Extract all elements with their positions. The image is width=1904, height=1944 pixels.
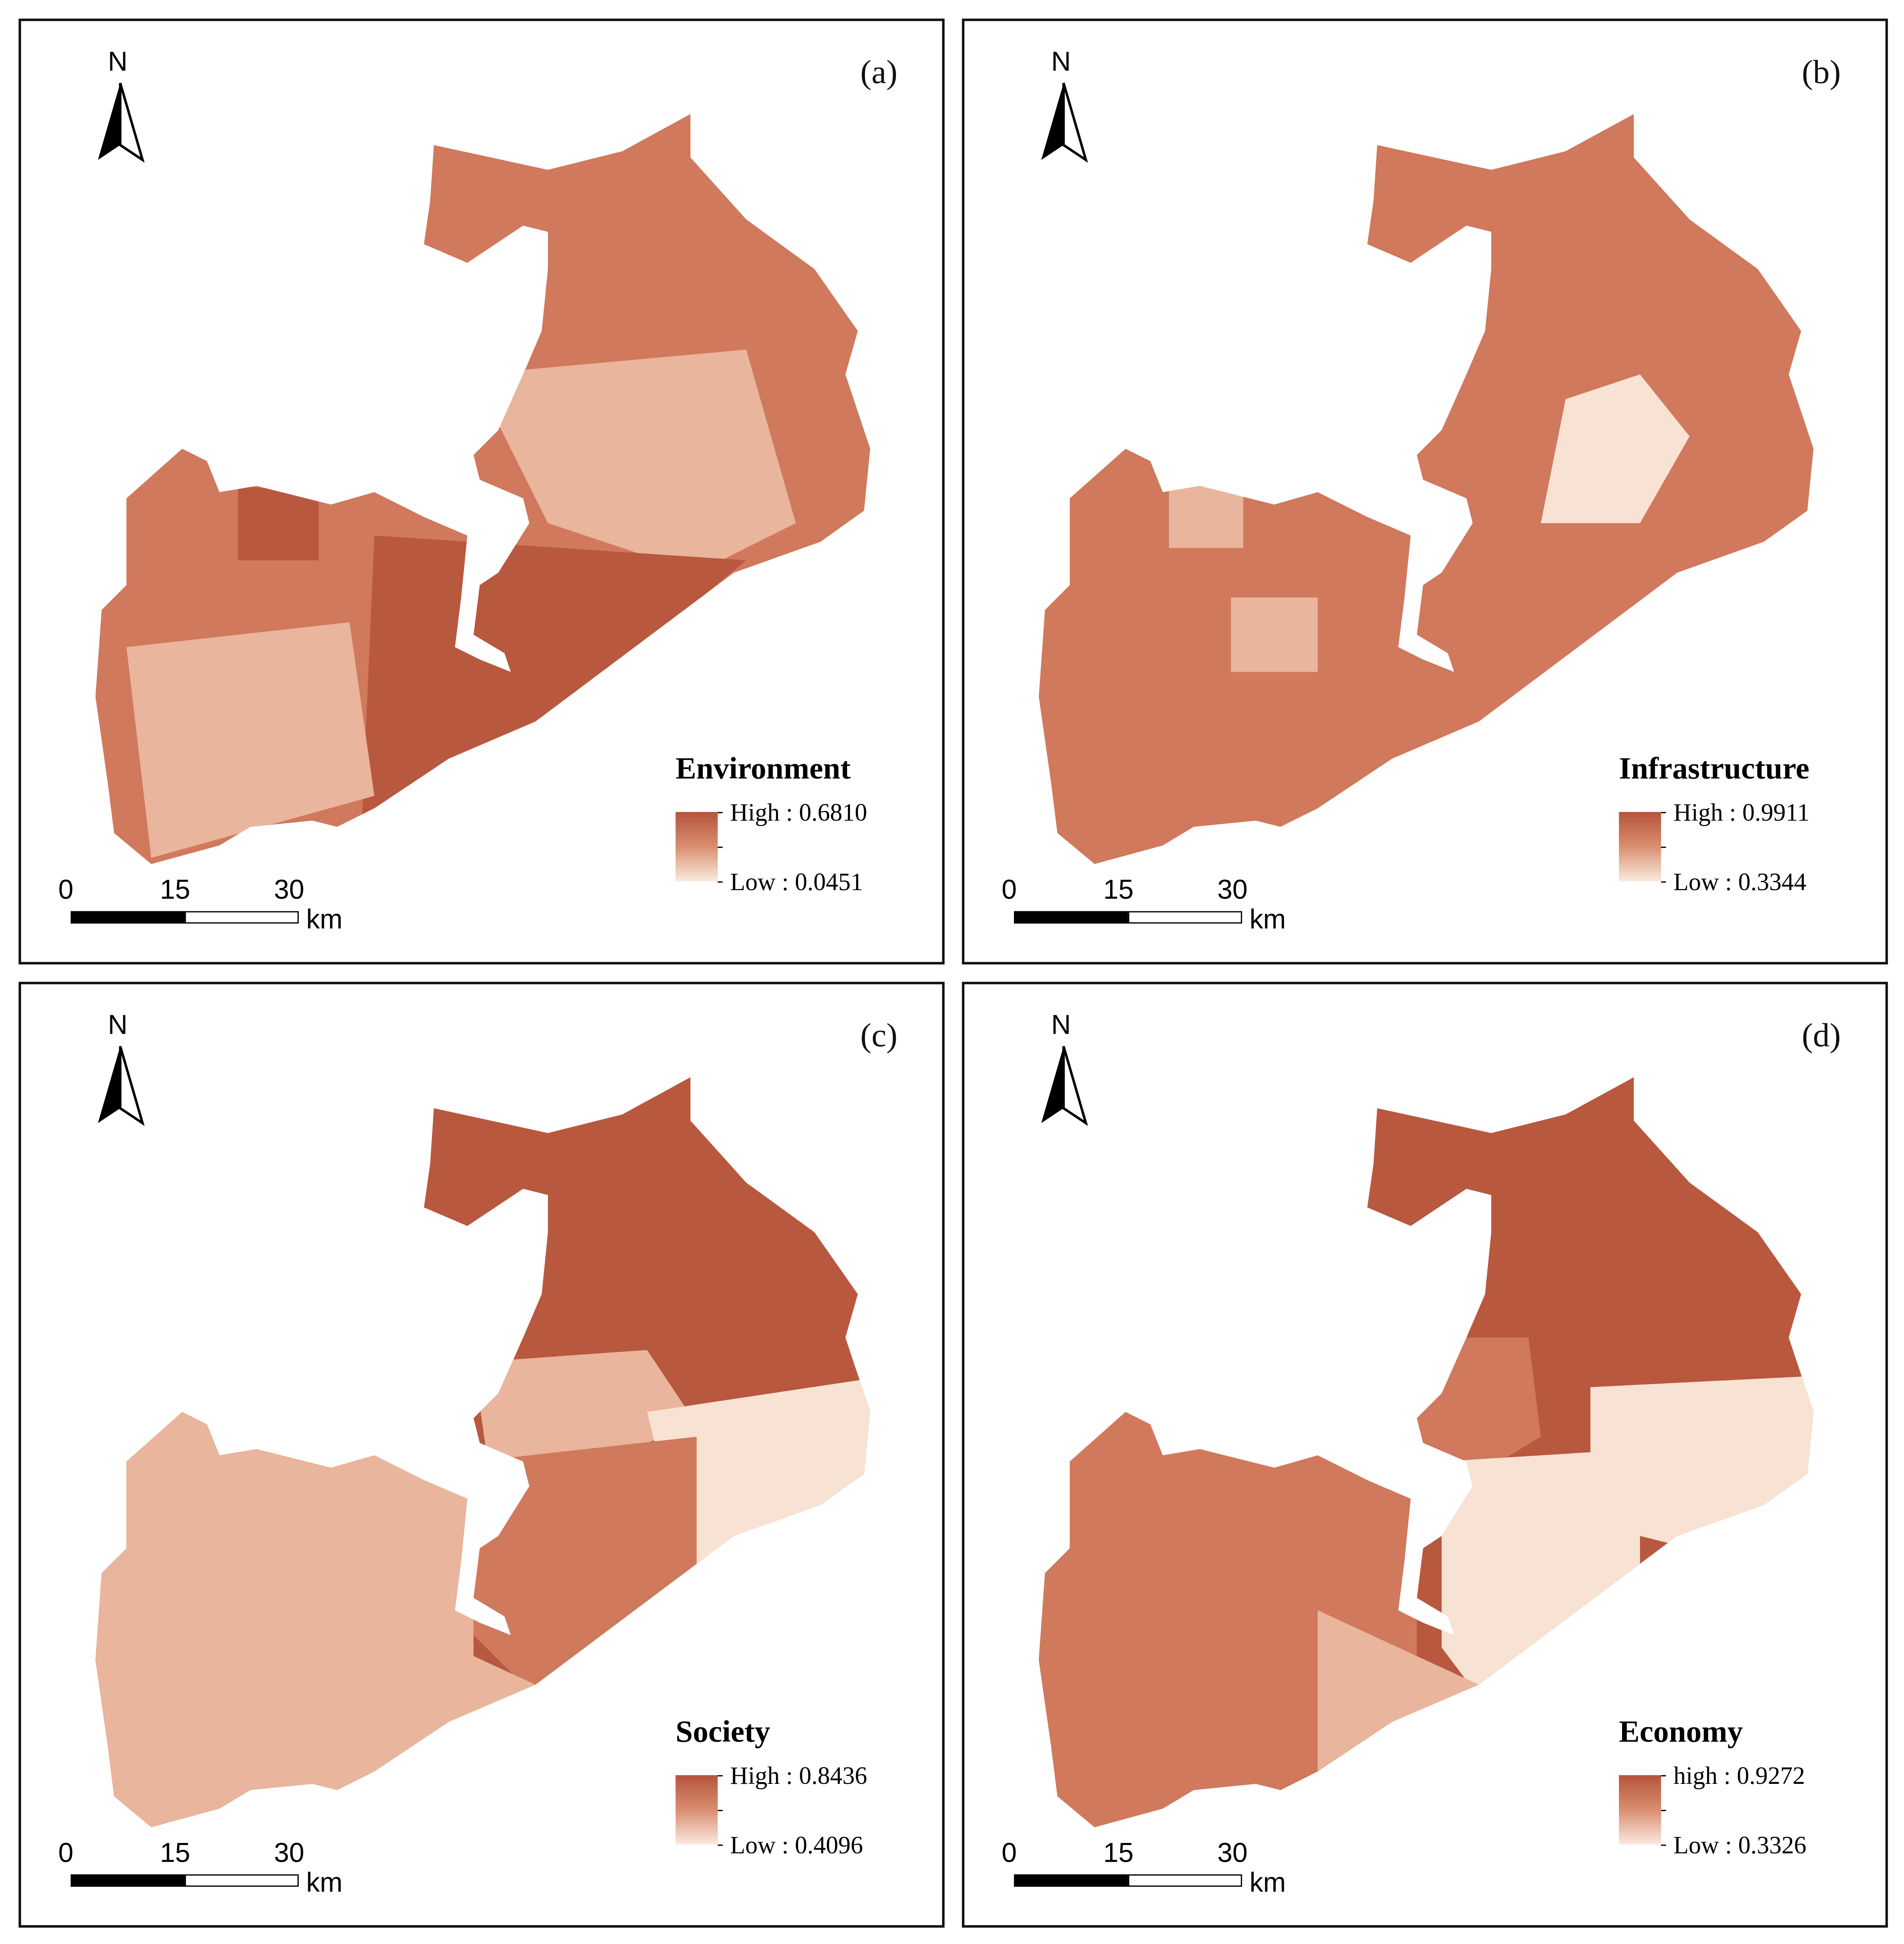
scale-tick-label: 0 [58,874,73,905]
color-ramp [675,1775,718,1845]
scale-segment-empty [184,911,299,924]
north-label: N [1051,1009,1071,1040]
legend-low: Low : 0.0451 [730,869,863,897]
legend-low: Low : 0.3344 [1673,869,1807,897]
north-arrow: N [93,46,155,170]
map-panel-b: (b) N 0 15 30 km Infrastructure High : 0… [962,18,1888,965]
legend: Environment High : 0.6810 Low : 0.0451 [675,752,936,914]
river-cut [455,585,511,672]
scale-segment-filled [70,1874,187,1887]
ramp-tick [718,812,723,813]
map-region [238,486,319,561]
north-arrow-icon [98,83,145,163]
color-ramp [675,812,718,882]
scale-bar: 0 15 30 km [989,1837,1287,1899]
map-region [473,349,796,573]
ramp-tick [718,881,723,883]
panel-label: (d) [1802,1016,1841,1054]
ramp-tick [718,847,723,848]
choropleth-map [95,114,871,864]
north-arrow-icon [1041,1046,1088,1126]
scale-tick-label: 15 [160,1837,190,1869]
scale-segment-empty [184,1874,299,1887]
scale-tick-label: 0 [1002,1837,1017,1869]
legend-high: High : 0.6810 [730,799,867,827]
scale-unit: km [306,1867,343,1898]
choropleth-map [95,1077,871,1827]
map-region [1541,374,1690,523]
map-region [1442,1449,1640,1697]
ramp-tick [718,1810,723,1811]
legend: Economy high : 0.9272 Low : 0.3326 [1619,1716,1879,1877]
legend-title: Infrastructure [1619,752,1810,786]
scale-segment-filled [70,911,187,924]
scale-segment-filled [1014,911,1131,924]
scale-tick-label: 15 [1103,874,1134,905]
legend-low: Low : 0.3326 [1673,1832,1807,1860]
map-region [1231,597,1318,672]
scale-segment-empty [1128,911,1242,924]
map-region [473,1436,697,1697]
scale-unit: km [306,903,343,935]
north-arrow-icon [1041,83,1088,163]
map-panel-d: (d) N 0 15 30 km Economy high : 0.9272 L… [962,982,1888,1928]
legend: Infrastructure High : 0.9911 Low : 0.334… [1619,752,1879,914]
map-region [126,622,375,858]
scale-bar: 0 15 30 km [46,874,343,936]
north-arrow: N [93,1009,155,1133]
ramp-tick [1661,881,1666,883]
river-cut [1398,585,1454,672]
ramp-tick [1661,1845,1666,1846]
north-arrow: N [1036,1009,1098,1133]
legend-title: Economy [1619,1716,1743,1750]
map-region [362,536,746,821]
ramp-tick [718,1845,723,1846]
ramp-tick [1661,1775,1666,1777]
scale-bar: 0 15 30 km [989,874,1287,936]
scale-tick-label: 30 [1217,1837,1248,1869]
scale-segment-empty [1128,1874,1242,1887]
scale-segment-filled [1014,1874,1131,1887]
map-panel-c: (c) N 0 15 30 km Society High : 0.8436 L… [18,982,945,1928]
scale-unit: km [1250,903,1286,935]
color-ramp [1619,812,1661,882]
scale-tick-label: 30 [274,874,305,905]
scale-tick-label: 0 [58,1837,73,1869]
legend-high: High : 0.9911 [1673,799,1810,827]
color-ramp [1619,1775,1661,1845]
north-label: N [108,1009,128,1040]
ramp-tick [1661,847,1666,848]
legend: Society High : 0.8436 Low : 0.4096 [675,1716,936,1877]
north-label: N [108,46,128,77]
ramp-tick [1661,812,1666,813]
scale-tick-label: 15 [1103,1837,1134,1869]
legend-low: Low : 0.4096 [730,1832,863,1860]
river-cut [455,1548,511,1635]
ramp-tick [1661,1810,1666,1811]
map-region [1169,486,1244,548]
scale-tick-label: 0 [1002,874,1017,905]
north-arrow-icon [98,1046,145,1126]
map-region [1305,536,1690,821]
panel-label: (a) [860,53,898,91]
scale-tick-label: 30 [274,1837,305,1869]
choropleth-map [1039,114,1814,864]
ramp-tick [718,1775,723,1777]
river-cut [1398,1548,1454,1635]
scale-bar: 0 15 30 km [46,1837,343,1899]
choropleth-map [1039,1077,1814,1827]
panel-label: (b) [1802,53,1841,91]
north-arrow: N [1036,46,1098,170]
north-label: N [1051,46,1071,77]
legend-high: high : 0.9272 [1673,1763,1805,1790]
legend-title: Society [675,1716,770,1750]
scale-tick-label: 15 [160,874,190,905]
legend-high: High : 0.8436 [730,1763,867,1790]
scale-tick-label: 30 [1217,874,1248,905]
panel-label: (c) [860,1016,898,1054]
map-panel-a: (a) N 0 15 30 km Environment High : 0.68… [18,18,945,965]
legend-title: Environment [675,752,851,786]
scale-unit: km [1250,1867,1286,1898]
